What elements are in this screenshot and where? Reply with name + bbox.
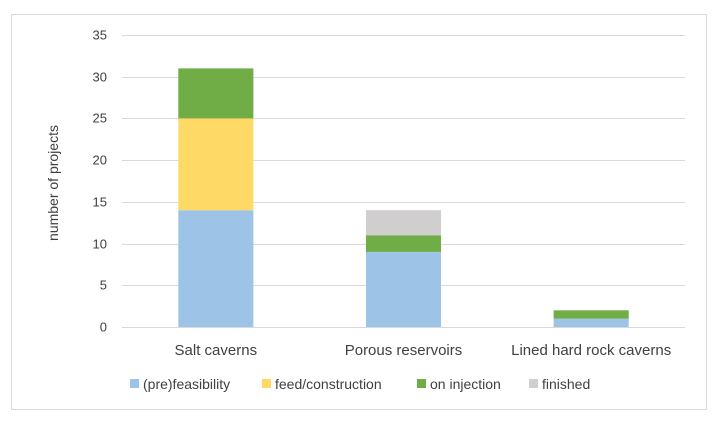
legend-swatch: [417, 379, 426, 388]
y-tick-label: 15: [93, 195, 107, 210]
x-category-label: Porous reservoirs: [345, 342, 463, 359]
legend: (pre)feasibility feed/construction on inje…: [130, 376, 590, 392]
y-tick-label: 30: [93, 70, 107, 85]
y-tick-label: 0: [100, 320, 107, 335]
legend-swatch: [529, 379, 538, 388]
y-tick-label: 10: [93, 237, 107, 252]
y-tick-label: 25: [93, 111, 107, 126]
x-category-label: Lined hard rock caverns: [511, 342, 671, 359]
bar-segment: [178, 210, 254, 327]
legend-label: on injection: [430, 376, 501, 392]
y-tick-label: 20: [93, 153, 107, 168]
y-tick-label: 35: [93, 28, 107, 43]
bar-segment: [178, 68, 254, 119]
y-tick-label: 5: [100, 278, 107, 293]
bar-segment: [553, 310, 629, 319]
legend-label: finished: [542, 376, 590, 392]
y-axis-title: number of projects: [45, 125, 61, 241]
legend-label: feed/construction: [275, 376, 382, 392]
bar-segment: [365, 251, 442, 327]
bar-segment: [365, 210, 442, 236]
bar-segment: [553, 318, 629, 327]
chart-frame: [11, 14, 707, 410]
x-category-label: Salt caverns: [175, 342, 258, 359]
legend-label: (pre)feasibility: [143, 376, 230, 392]
bar-segment: [178, 118, 254, 211]
axes: 0 5 10 15 20 25 30 35 Salt caverns Porous reservo…: [93, 28, 685, 359]
bar-segment: [365, 235, 442, 252]
legend-swatch: [130, 379, 139, 388]
bars: [178, 68, 629, 327]
legend-swatch: [262, 379, 271, 388]
